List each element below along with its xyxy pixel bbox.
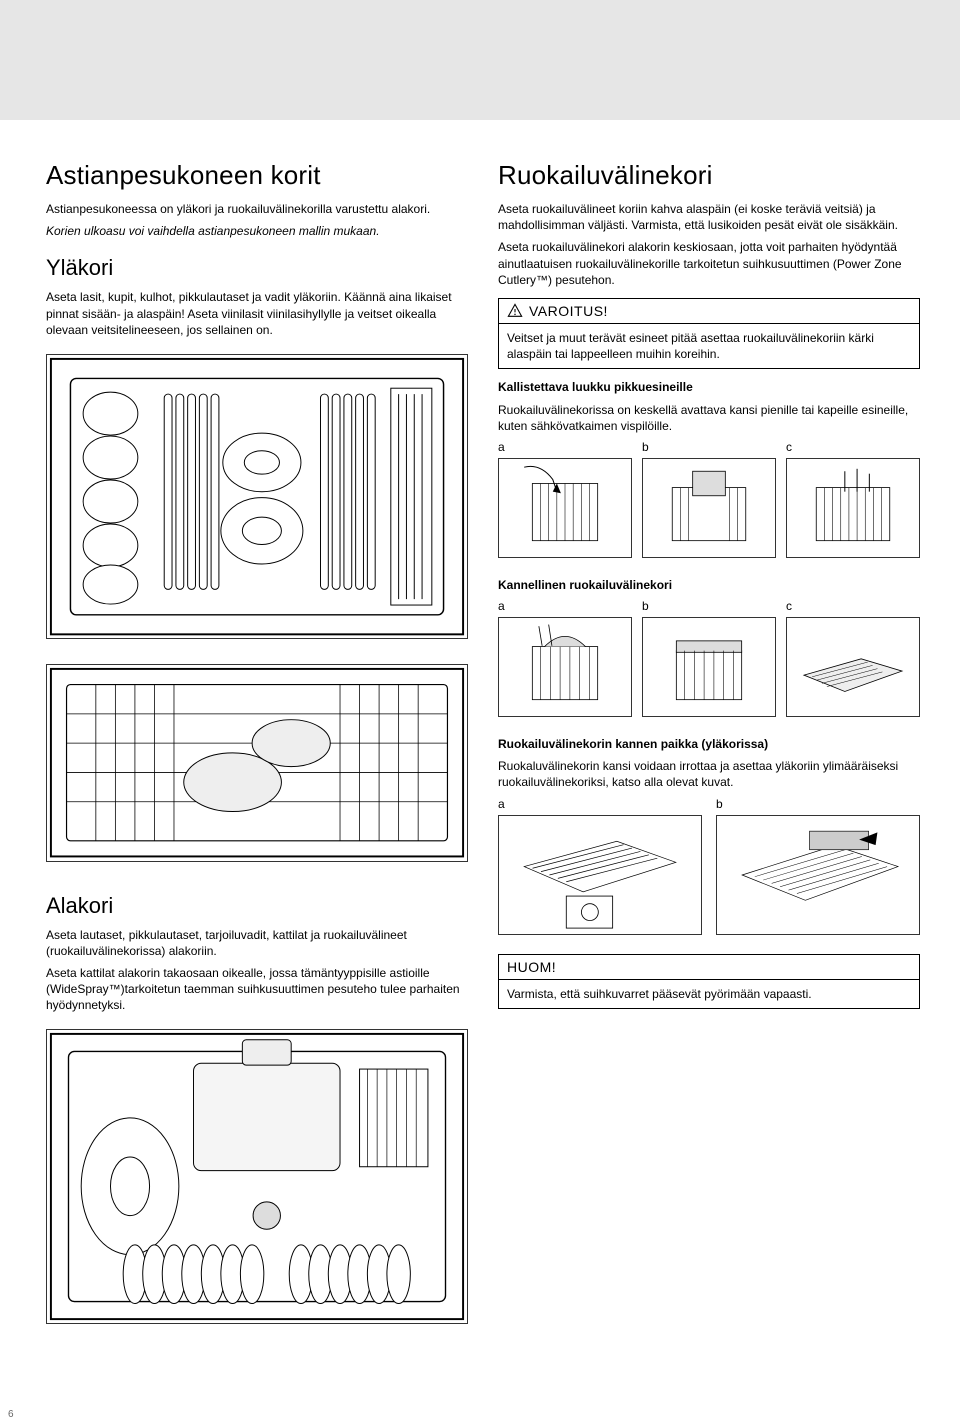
illustration-flap-c [786, 458, 920, 558]
right-column: Ruokailuvälinekori Aseta ruokailuvälinee… [498, 160, 920, 1339]
warning-title: VAROITUS! [529, 303, 608, 319]
label-a-3: a [498, 797, 702, 811]
illustration-place-a [498, 815, 702, 935]
illustration-lid-b [642, 617, 776, 717]
warning-icon [507, 303, 523, 319]
label-b-3: b [716, 797, 920, 811]
text-rvk-2: Aseta ruokailuvälinekori alakorin keskio… [498, 239, 920, 288]
note-head: HUOM! [499, 955, 919, 980]
heading-kannellinen: Kannellinen ruokailuvälinekori [498, 577, 920, 593]
note-box: HUOM! Varmista, että suihkuvarret pääsev… [498, 954, 920, 1009]
title-ruokailuvalinekori: Ruokailuvälinekori [498, 160, 920, 191]
label-a-1: a [498, 440, 632, 454]
warning-head: VAROITUS! [499, 299, 919, 324]
text-ylakori: Aseta lasit, kupit, kulhot, pikkulautase… [46, 289, 468, 338]
text-kansipaikka: Ruokaluvälinekorin kansi voidaan irrotta… [498, 758, 920, 790]
note-title: HUOM! [507, 959, 556, 975]
left-column: Astianpesukoneen korit Astianpesukoneess… [46, 160, 468, 1339]
illustration-mid-rack [46, 664, 468, 861]
page-number: 6 [8, 1409, 14, 1420]
label-c-1: c [786, 440, 920, 454]
illustration-upper-basket [46, 354, 468, 639]
heading-ylakori: Yläkori [46, 255, 468, 281]
heading-alakori: Alakori [46, 893, 468, 919]
label-b-1: b [642, 440, 776, 454]
page-content: Astianpesukoneen korit Astianpesukoneess… [0, 120, 960, 1379]
text-intro-2: Korien ulkoasu voi vaihdella astianpesuk… [46, 223, 468, 239]
warning-body: Veitset ja muut terävät esineet pitää as… [499, 324, 919, 368]
row-kallistettava-abc: a b c [498, 440, 920, 563]
illustration-lid-a [498, 617, 632, 717]
text-rvk-1: Aseta ruokailuvälineet koriin kahva alas… [498, 201, 920, 233]
illustration-lower-basket [46, 1029, 468, 1324]
text-kallistettava: Ruokailuvälinekorissa on keskellä avatta… [498, 402, 920, 434]
label-a-2: a [498, 599, 632, 613]
header-band [0, 0, 960, 120]
label-b-2: b [642, 599, 776, 613]
heading-kansipaikka: Ruokailuvälinekorin kannen paikka (yläko… [498, 736, 920, 752]
illustration-flap-a [498, 458, 632, 558]
text-alakori-2: Aseta kattilat alakorin takaosaan oikeal… [46, 965, 468, 1014]
warning-box: VAROITUS! Veitset ja muut terävät esinee… [498, 298, 920, 369]
text-intro-1: Astianpesukoneessa on yläkori ja ruokail… [46, 201, 468, 217]
heading-kallistettava: Kallistettava luukku pikkuesineille [498, 379, 920, 395]
illustration-flap-b [642, 458, 776, 558]
row-kannellinen-abc: a b c [498, 599, 920, 722]
title-korit: Astianpesukoneen korit [46, 160, 468, 191]
row-kansi-ab: a b [498, 797, 920, 940]
illustration-lid-c [786, 617, 920, 717]
note-body: Varmista, että suihkuvarret pääsevät pyö… [499, 980, 919, 1008]
text-alakori-1: Aseta lautaset, pikkulautaset, tarjoiluv… [46, 927, 468, 959]
illustration-place-b [716, 815, 920, 935]
label-c-2: c [786, 599, 920, 613]
